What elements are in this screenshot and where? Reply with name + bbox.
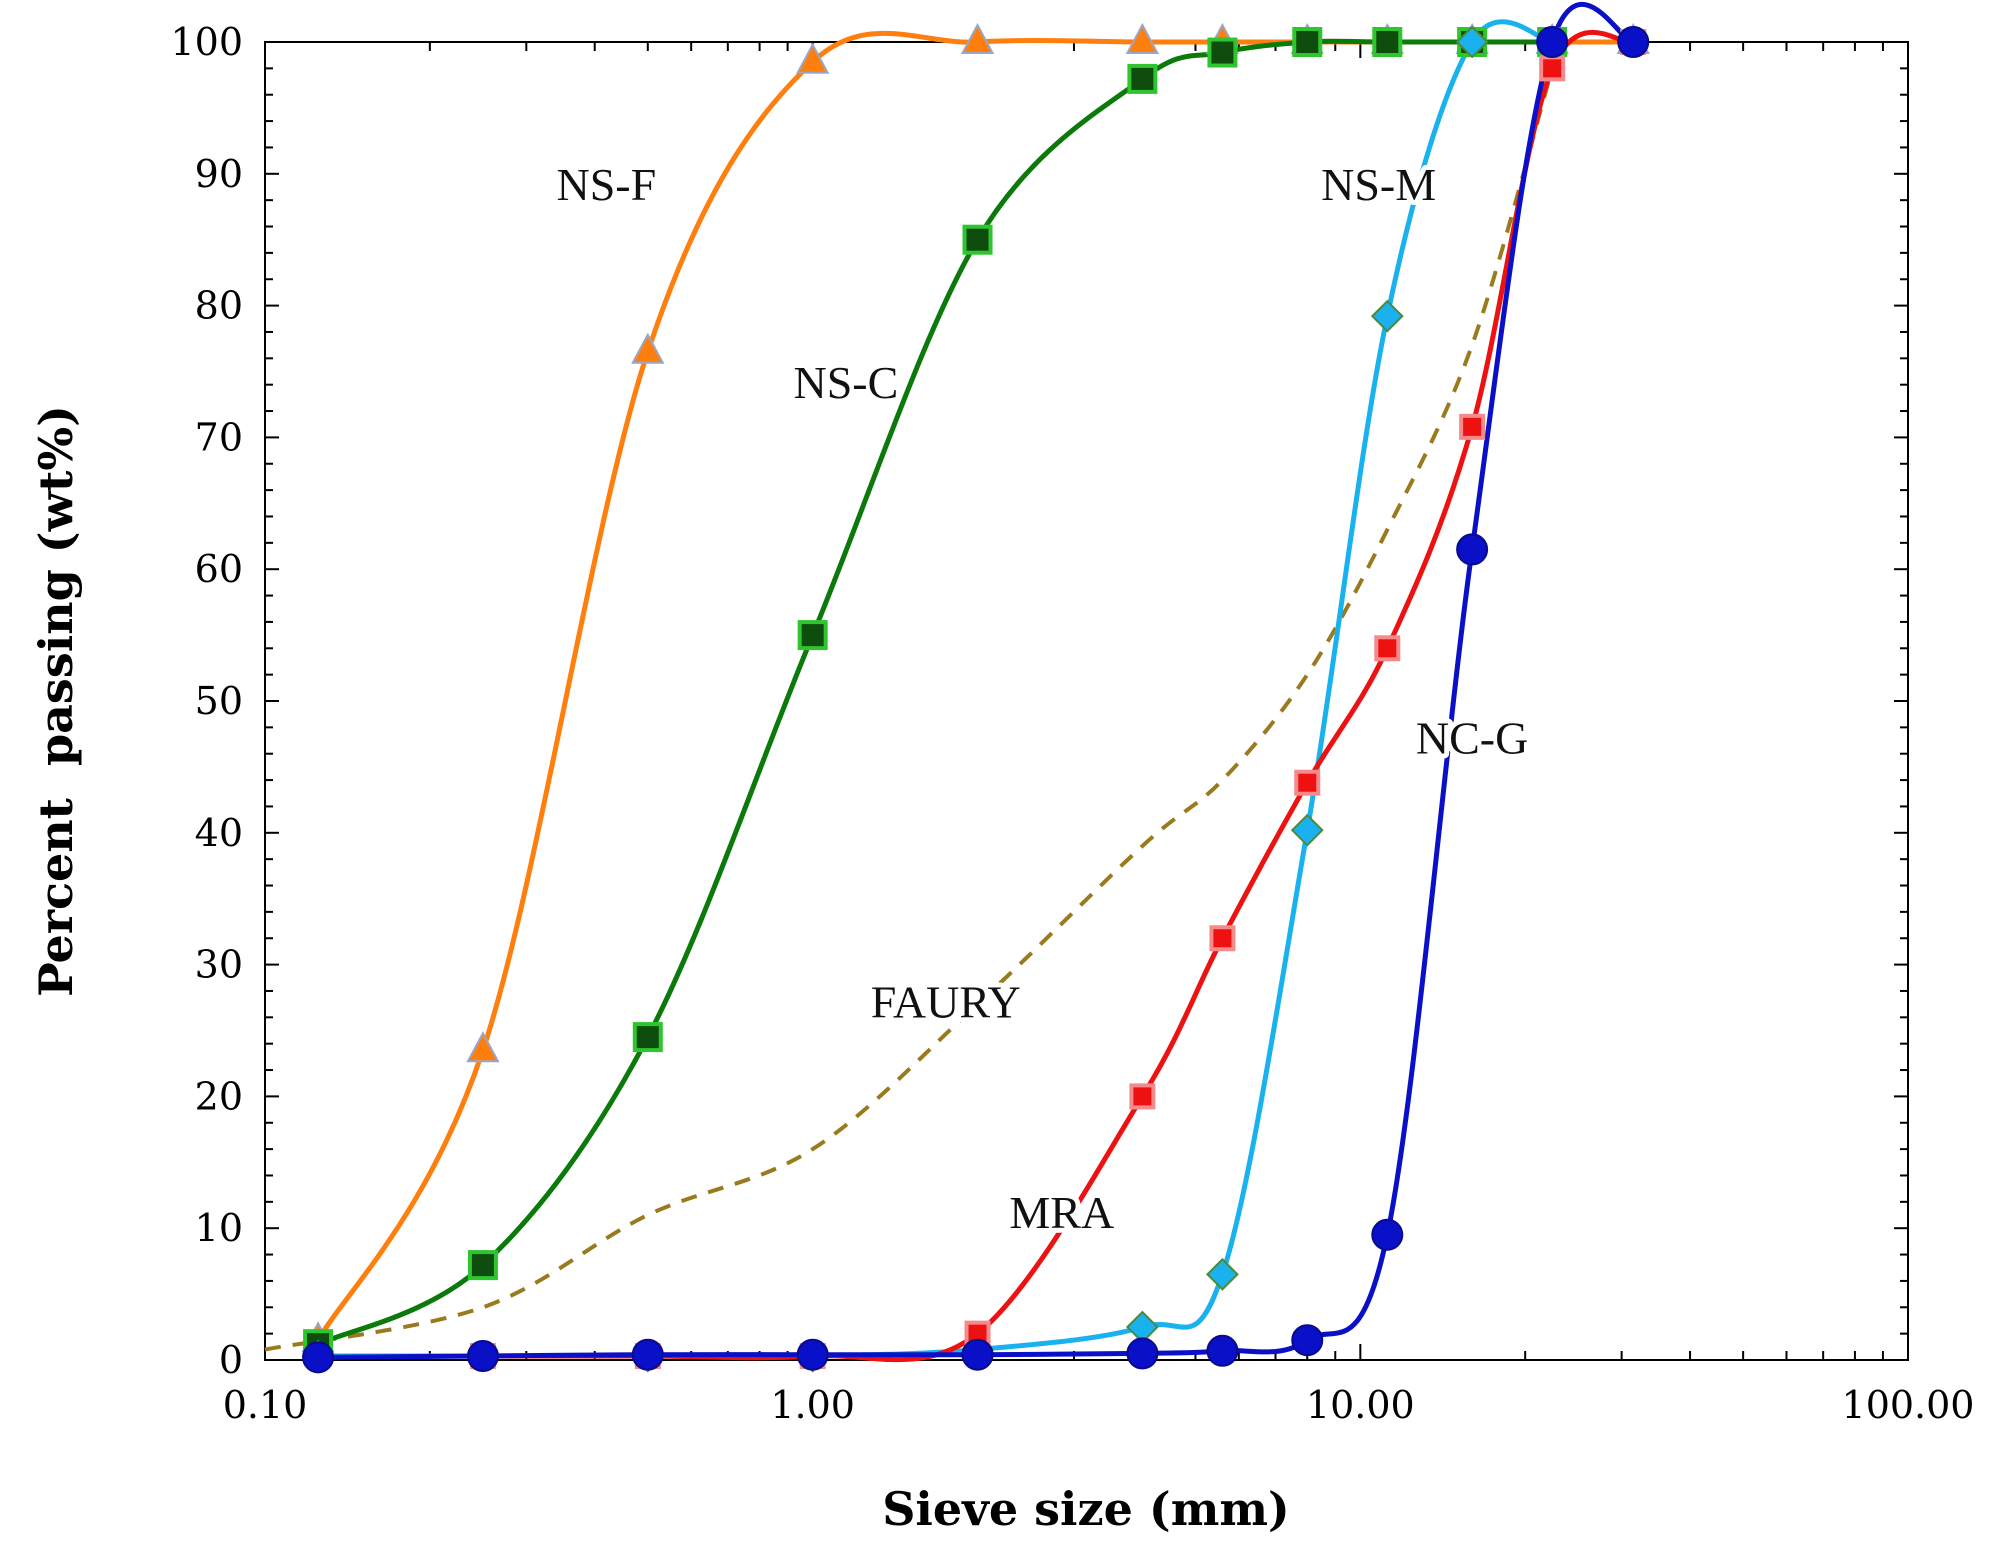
point-ns-m (1290, 813, 1324, 847)
series-label-ns-c: NS-C (794, 357, 899, 408)
point-ns-c (467, 1250, 498, 1281)
plot-frame (264, 41, 1909, 1361)
x-axis-title: Sieve size (mm) (882, 1482, 1290, 1536)
point-nc-g (1371, 1218, 1404, 1251)
point-ns-f (631, 332, 665, 364)
series-label-mra: MRA (1009, 1187, 1114, 1238)
y-axis-title: Percent passing (wt%) (29, 405, 83, 997)
point-nc-g (466, 1340, 499, 1373)
point-nc-g (1291, 1324, 1324, 1357)
point-ns-c (1292, 27, 1323, 57)
series-line-ns-c (317, 38, 1553, 1347)
point-nc-g (1456, 533, 1489, 566)
axis-tick-labels: 0 10 20 30 40 50 60 70 80 90 100 0.10 1.00 10.00 100.0… (170, 20, 1974, 1427)
point-nc-g (796, 1338, 829, 1371)
point-ns-f (466, 1031, 500, 1063)
point-nc-g (302, 1341, 335, 1374)
y-tick-label: 100 (170, 20, 243, 64)
y-tick-label: 90 (195, 152, 243, 196)
point-ns-m (1206, 1257, 1239, 1291)
x-tick-label: 1.00 (770, 1383, 855, 1427)
series-line-faury (264, 67, 1555, 1352)
point-ns-c (632, 1022, 663, 1053)
y-tick-label: 0 (219, 1338, 243, 1382)
point-ns-m (1455, 25, 1489, 59)
y-tick-label: 50 (195, 679, 243, 723)
x-tick-label: 0.10 (223, 1383, 308, 1427)
series-label-nc-g: NC-G (1416, 713, 1528, 764)
point-ns-c (1127, 63, 1158, 94)
series-annotations: NS-F NS-C NS-M FAURY MRA NC-G (551, 154, 1533, 1243)
series-markers (301, 22, 1650, 1374)
point-nc-g (1126, 1337, 1159, 1370)
series-label-faury: FAURY (871, 976, 1021, 1027)
point-ns-f (795, 42, 830, 74)
point-ns-f (1125, 22, 1160, 54)
point-mra (1209, 925, 1236, 952)
series-label-ns-f: NS-F (556, 159, 656, 210)
y-tick-label: 40 (195, 811, 243, 855)
x-tick-label: 10.00 (1306, 1383, 1415, 1427)
point-ns-c (1372, 27, 1403, 57)
point-ns-c (962, 224, 993, 255)
y-tick-label: 60 (195, 547, 243, 591)
point-mra (1374, 635, 1401, 662)
point-mra (1539, 55, 1566, 82)
x-tick-label: 100.00 (1842, 1383, 1975, 1427)
point-nc-g (631, 1338, 664, 1371)
point-ns-c (1207, 37, 1238, 68)
point-mra (1294, 769, 1321, 796)
y-tick-label: 10 (195, 1206, 243, 1250)
point-mra (1459, 413, 1486, 440)
point-ns-c (797, 620, 828, 651)
y-tick-label: 30 (195, 943, 243, 987)
y-tick-label: 70 (195, 415, 243, 459)
point-ns-f (960, 22, 995, 54)
y-tick-label: 20 (195, 1074, 243, 1118)
point-ns-m (1370, 299, 1404, 333)
y-tick-label: 80 (195, 284, 243, 328)
point-nc-g (1536, 26, 1569, 58)
point-mra (1129, 1083, 1156, 1110)
point-nc-g (1617, 26, 1650, 58)
point-nc-g (1206, 1334, 1239, 1367)
point-nc-g (961, 1338, 994, 1371)
series-label-ns-m: NS-M (1321, 159, 1436, 210)
